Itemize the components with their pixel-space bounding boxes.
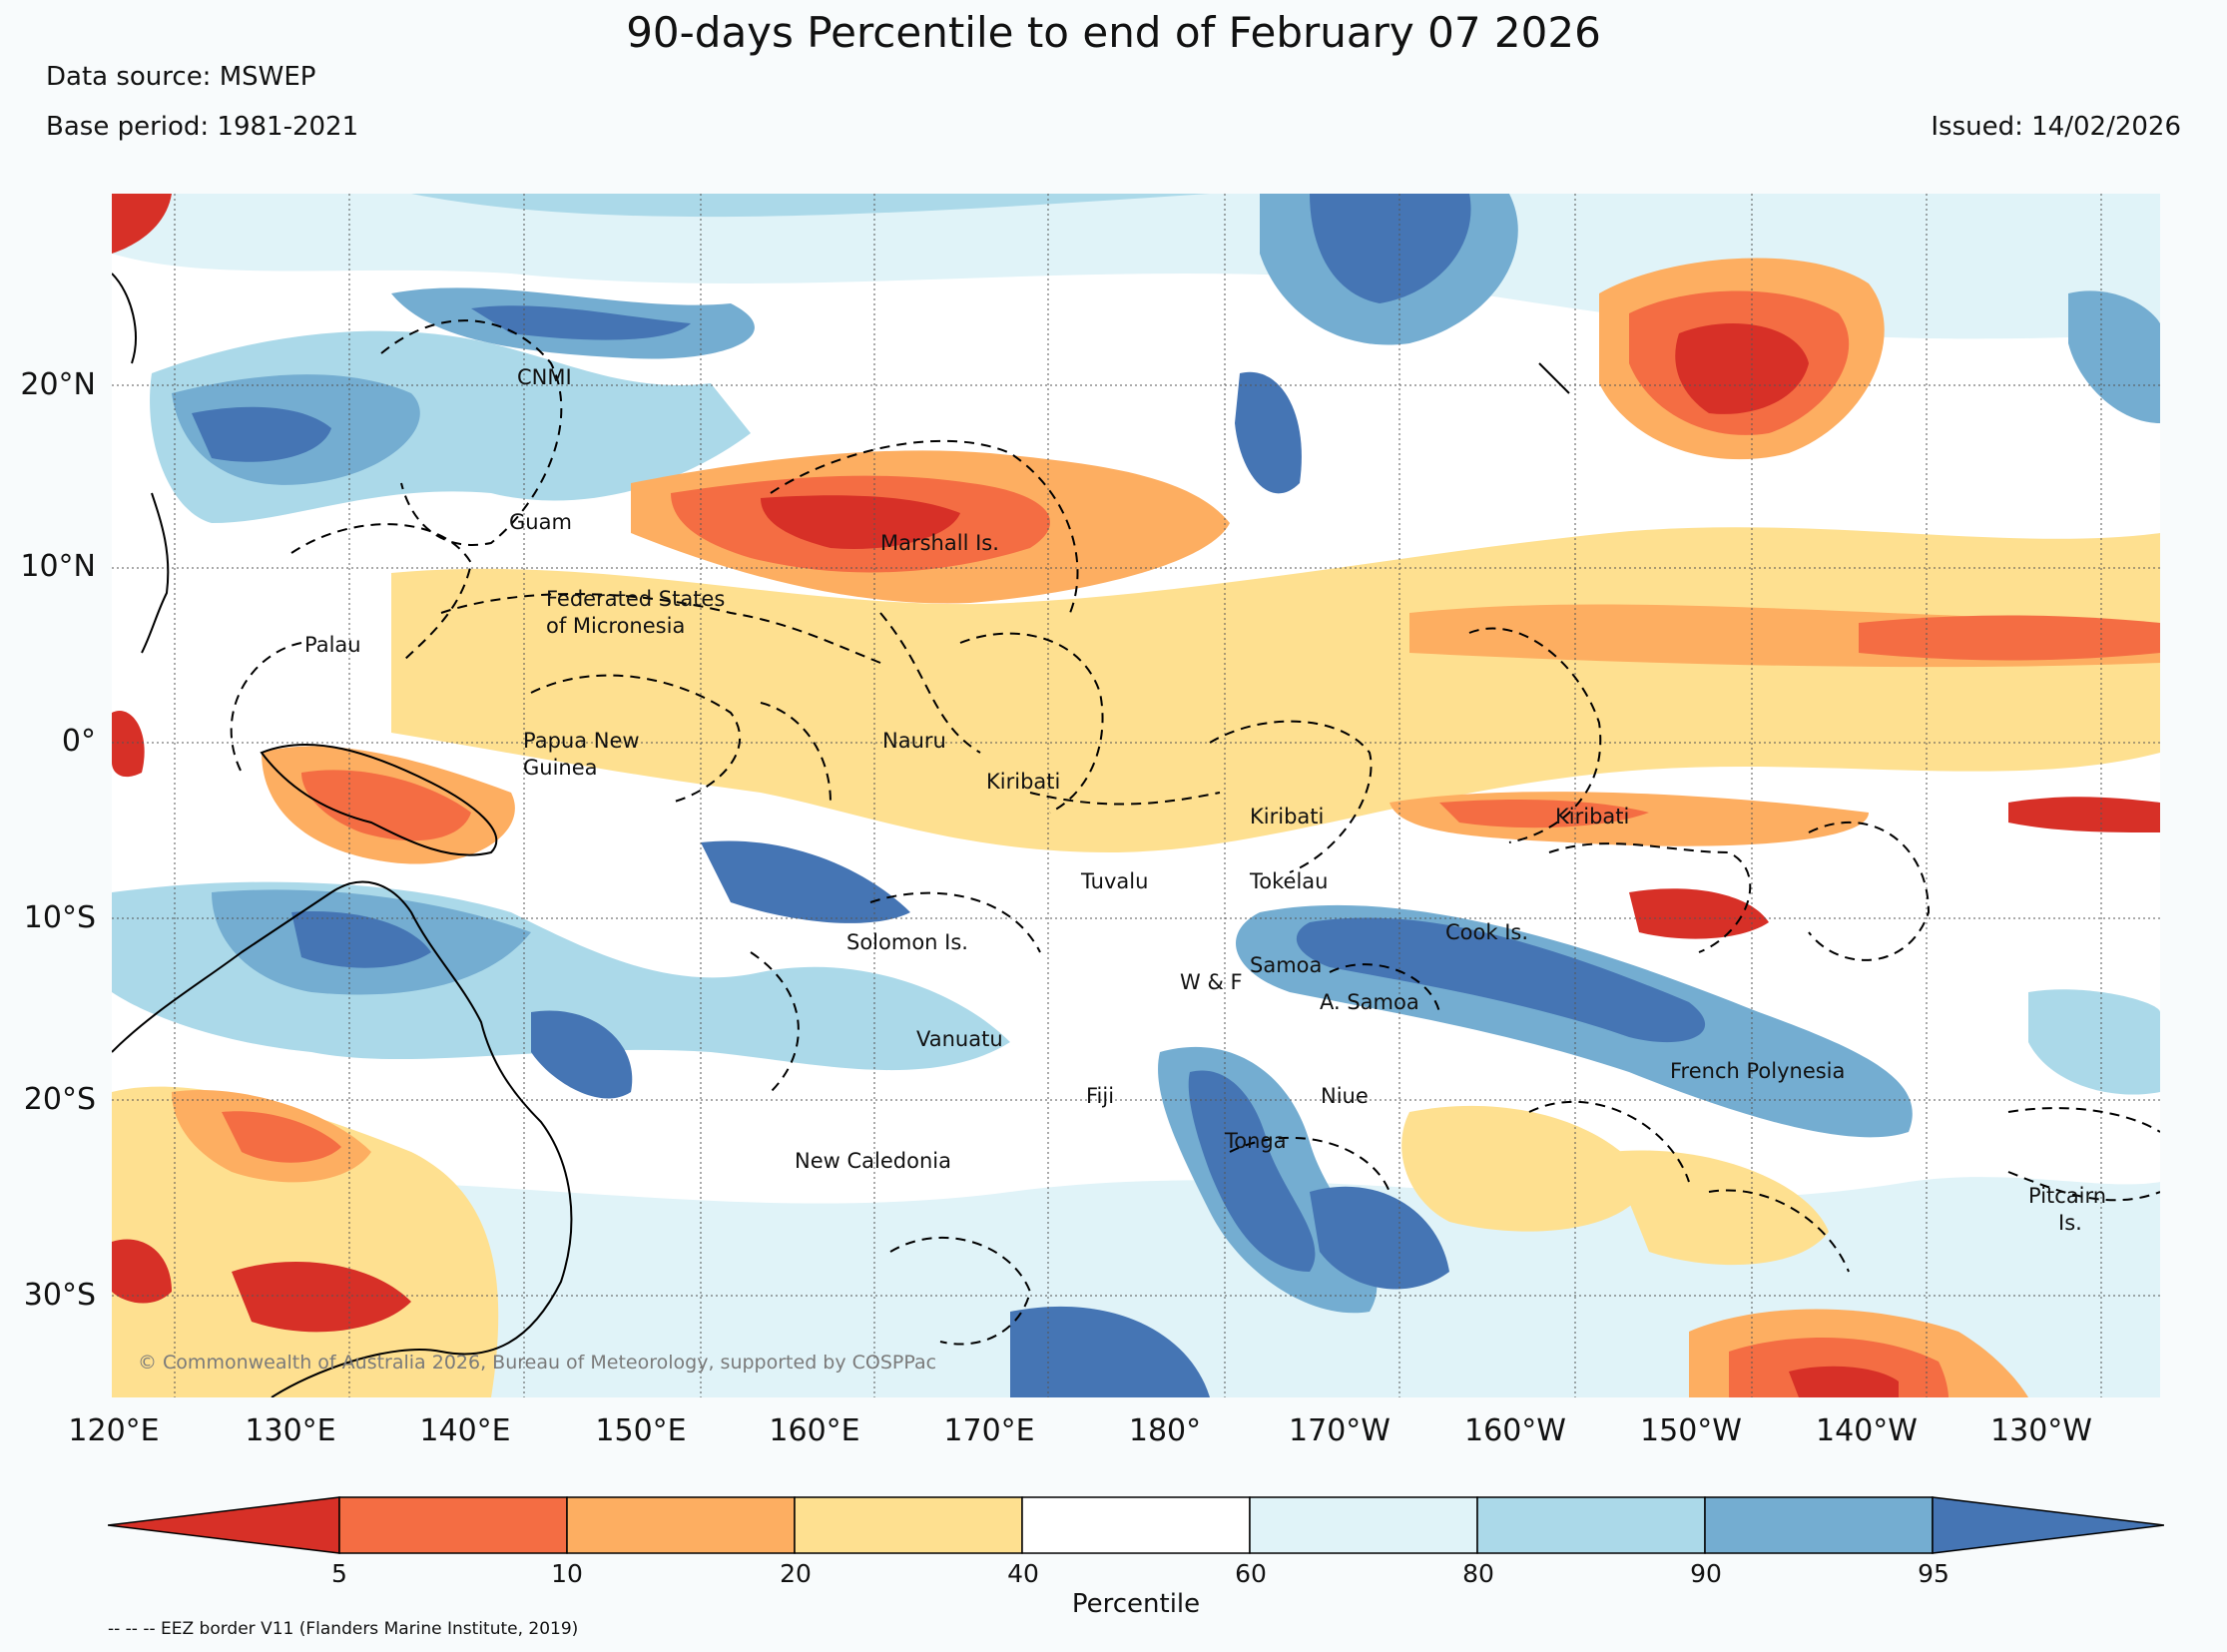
- region-label-wf: W & F: [1180, 970, 1243, 994]
- region-label-new-caledonia: New Caledonia: [795, 1149, 951, 1173]
- lon-label-160e: 160°E: [769, 1413, 860, 1448]
- issued-date-text: Issued: 14/02/2026: [1931, 112, 2181, 142]
- lat-label-20s: 20°S: [23, 1082, 96, 1117]
- colorbar-tick-10: 10: [551, 1559, 583, 1588]
- base-period-text: Base period: 1981-2021: [46, 112, 359, 142]
- lon-label-130w: 130°W: [1990, 1413, 2092, 1448]
- coastlines: [112, 273, 1570, 1397]
- lat-label-0: 0°: [61, 724, 96, 759]
- gridlines: [112, 194, 2160, 1397]
- colorbar-extend-low: [108, 1496, 340, 1554]
- region-label-cook: Cook Is.: [1445, 920, 1529, 944]
- lat-label-10s: 10°S: [23, 900, 96, 935]
- region-label-png-2: Guinea: [523, 756, 598, 780]
- region-label-tonga: Tonga: [1225, 1129, 1287, 1153]
- region-label-fiji: Fiji: [1086, 1084, 1115, 1108]
- region-label-marshall: Marshall Is.: [880, 531, 999, 555]
- colorbar-tick-20: 20: [780, 1559, 812, 1588]
- region-label-nauru: Nauru: [882, 729, 946, 753]
- region-label-samoa: Samoa: [1250, 953, 1323, 977]
- lon-label-130e: 130°E: [245, 1413, 336, 1448]
- lon-label-170w: 170°W: [1289, 1413, 1391, 1448]
- region-label-png-1: Papua New: [523, 729, 640, 753]
- lat-label-10n: 10°N: [20, 549, 96, 584]
- percentile-map: [112, 194, 2160, 1397]
- region-label-palau: Palau: [304, 633, 361, 657]
- region-label-fsm-2: of Micronesia: [546, 614, 686, 638]
- region-label-french-polynesia: French Polynesia: [1670, 1059, 1846, 1083]
- data-source-text: Data source: MSWEP: [46, 62, 316, 92]
- lon-label-180: 180°: [1128, 1413, 1202, 1448]
- colorbar-label: Percentile: [1071, 1589, 1201, 1619]
- lon-label-150e: 150°E: [595, 1413, 687, 1448]
- region-label-cnmi: CNMI: [517, 365, 572, 389]
- copyright-notice: © Commonwealth of Australia 2026, Bureau…: [138, 1352, 937, 1374]
- region-label-pitcairn-2: Is.: [2058, 1211, 2082, 1235]
- colorbar-segments: [108, 1496, 2164, 1554]
- eez-legend-note: -- -- -- EEZ border V11 (Flanders Marine…: [108, 1619, 579, 1639]
- lon-label-140w: 140°W: [1816, 1413, 1918, 1448]
- map-canvas: [112, 194, 2160, 1397]
- page-title: 90-days Percentile to end of February 07…: [626, 8, 1601, 57]
- colorbar-tick-5: 5: [331, 1559, 347, 1588]
- colorbar-segment: [1021, 1496, 1251, 1554]
- eez-borders: [230, 319, 2160, 1346]
- region-label-solomon: Solomon Is.: [846, 930, 968, 954]
- colorbar-segment: [794, 1496, 1023, 1554]
- lat-label-20n: 20°N: [20, 367, 96, 402]
- region-label-niue: Niue: [1321, 1084, 1369, 1108]
- region-label-asamoa: A. Samoa: [1320, 990, 1419, 1014]
- colorbar-tick-80: 80: [1462, 1559, 1494, 1588]
- lon-label-150w: 150°W: [1640, 1413, 1742, 1448]
- colorbar-segment: [566, 1496, 796, 1554]
- lon-label-160w: 160°W: [1464, 1413, 1566, 1448]
- percentile-fields: [112, 194, 2160, 1397]
- region-label-kiribati-e: Kiribati: [1555, 805, 1630, 828]
- colorbar-segment: [1704, 1496, 1934, 1554]
- colorbar-tick-95: 95: [1918, 1559, 1949, 1588]
- region-label-vanuatu: Vanuatu: [916, 1027, 1003, 1051]
- region-label-pitcairn-1: Pitcairn: [2028, 1184, 2107, 1208]
- region-label-tuvalu: Tuvalu: [1081, 869, 1149, 893]
- lat-label-30s: 30°S: [23, 1278, 96, 1313]
- lon-label-120e: 120°E: [68, 1413, 160, 1448]
- lon-label-170e: 170°E: [943, 1413, 1035, 1448]
- colorbar-segment: [338, 1496, 568, 1554]
- colorbar-tick-60: 60: [1235, 1559, 1267, 1588]
- colorbar-segment: [1476, 1496, 1706, 1554]
- colorbar-tick-90: 90: [1690, 1559, 1722, 1588]
- region-label-fsm-1: Federated States: [546, 587, 726, 611]
- region-label-tokelau: Tokelau: [1250, 869, 1329, 893]
- region-label-kiribati-w: Kiribati: [986, 770, 1061, 794]
- colorbar: [108, 1496, 2164, 1554]
- region-label-guam: Guam: [509, 510, 572, 534]
- region-label-kiribati-c: Kiribati: [1250, 805, 1325, 828]
- lon-label-140e: 140°E: [419, 1413, 511, 1448]
- colorbar-extend-high: [1932, 1496, 2164, 1554]
- colorbar-segment: [1249, 1496, 1478, 1554]
- colorbar-tick-40: 40: [1007, 1559, 1039, 1588]
